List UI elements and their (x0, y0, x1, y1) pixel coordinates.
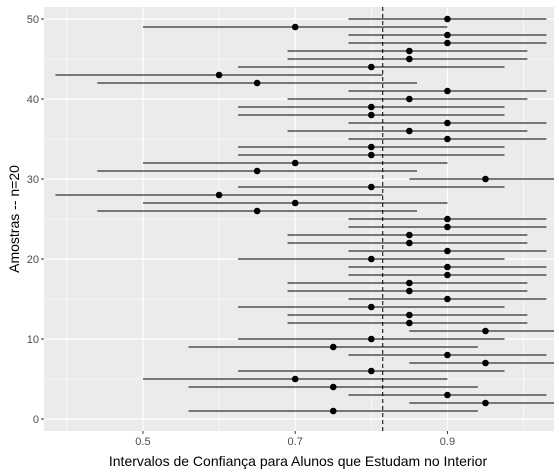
estimate-point (444, 247, 451, 255)
interval-series (55, 15, 554, 415)
estimate-point (444, 39, 451, 47)
estimate-point (444, 87, 451, 95)
y-tick-label: 40 (27, 94, 39, 106)
estimate-point (444, 119, 451, 127)
x-tick-label: 0.7 (288, 436, 303, 448)
estimate-point (368, 143, 375, 151)
estimate-point (444, 271, 451, 279)
estimate-point (444, 295, 451, 303)
x-tick-label: 0.5 (135, 436, 150, 448)
estimate-point (368, 63, 375, 71)
estimate-point (444, 135, 451, 143)
estimate-point (406, 239, 413, 247)
estimate-point (368, 151, 375, 159)
estimate-point (444, 391, 451, 399)
estimate-point (444, 223, 451, 231)
estimate-point (482, 175, 489, 183)
estimate-point (444, 31, 451, 39)
estimate-point (406, 231, 413, 239)
estimate-point (406, 319, 413, 327)
y-tick-label: 10 (27, 334, 39, 346)
estimate-point (406, 55, 413, 63)
estimate-point (444, 263, 451, 271)
estimate-point (368, 303, 375, 311)
estimate-point (406, 47, 413, 55)
estimate-point (291, 199, 299, 207)
estimate-point (253, 79, 261, 87)
estimate-point (368, 367, 375, 375)
estimate-point (406, 287, 413, 295)
estimate-point (215, 191, 223, 199)
estimate-point (253, 207, 261, 215)
y-tick-label: 50 (27, 14, 39, 26)
tick-labels: 0.5 0.7 0.9 0 10 20 30 40 50 (27, 14, 455, 448)
estimate-point (329, 343, 337, 351)
x-axis-title: Intervalos de Confiança para Alunos que … (109, 453, 488, 469)
estimate-point (406, 279, 413, 287)
y-tick-label: 20 (27, 254, 39, 266)
x-tick-label: 0.9 (440, 436, 455, 448)
y-axis-title: Amostras -- n=20 (6, 165, 22, 273)
estimate-point (482, 327, 489, 335)
estimate-point (368, 183, 375, 191)
estimate-point (291, 375, 299, 383)
estimate-point (291, 159, 299, 167)
estimate-point (406, 311, 413, 319)
estimate-point (406, 127, 413, 135)
axis-ticks (41, 18, 448, 434)
estimate-point (329, 407, 337, 415)
estimate-point (368, 111, 375, 119)
estimate-point (291, 23, 299, 31)
y-tick-label: 0 (33, 414, 39, 426)
y-tick-label: 30 (27, 174, 39, 186)
estimate-point (406, 95, 413, 103)
estimate-point (482, 399, 489, 407)
estimate-point (368, 335, 375, 343)
estimate-point (215, 71, 223, 79)
estimate-point (329, 383, 337, 391)
estimate-point (482, 359, 489, 367)
estimate-point (444, 351, 451, 359)
estimate-point (368, 103, 375, 111)
estimate-point (444, 15, 451, 23)
estimate-point (368, 255, 375, 263)
estimate-point (444, 215, 451, 223)
estimate-point (253, 167, 261, 175)
